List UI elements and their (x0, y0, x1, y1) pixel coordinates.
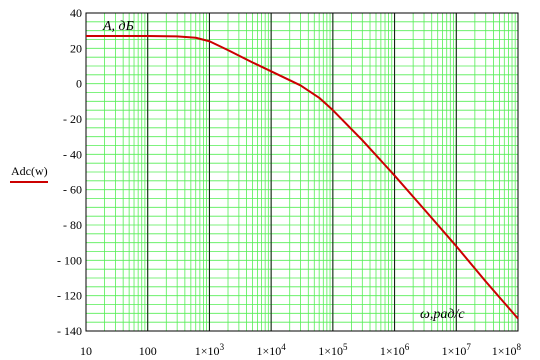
legend-label: Adc(w) (11, 164, 48, 178)
x-axis-title: ω,рад/с (420, 307, 465, 322)
y-tick-label: - 20 (63, 112, 82, 126)
y-tick-label: - 140 (57, 324, 82, 338)
y-tick-label: - 80 (63, 218, 82, 232)
x-tick-label: 1×104 (257, 342, 287, 358)
x-tick-labels: 10 100 1×103 1×104 1×105 1×106 1×107 1×108 (80, 342, 522, 358)
x-tick-label: 100 (139, 344, 157, 358)
y-tick-labels: 40 20 0 - 20 - 40 - 60 - 80 - 100 - 120 - 140 (57, 6, 82, 338)
series-line (86, 34, 519, 320)
x-tick-label: 10 (80, 344, 92, 358)
y-tick-label: - 120 (57, 289, 82, 303)
y-tick-label: 20 (70, 41, 82, 55)
x-tick-label: 1×103 (195, 342, 225, 358)
x-tick-label: 1×106 (380, 342, 410, 358)
grid (85, 12, 519, 332)
y-tick-label: - 100 (57, 253, 82, 267)
x-tick-label: 1×108 (492, 342, 522, 358)
y-tick-label: 40 (70, 6, 82, 20)
y-tick-label: - 60 (63, 183, 82, 197)
y-axis-title: A, дБ (102, 19, 134, 34)
y-tick-label: 0 (76, 77, 82, 91)
x-tick-label: 1×105 (318, 342, 348, 358)
series (86, 34, 519, 320)
legend: Adc(w) (10, 164, 48, 183)
x-tick-label: 1×107 (442, 342, 472, 358)
plot-frame (85, 12, 519, 332)
y-tick-label: - 40 (63, 147, 82, 161)
